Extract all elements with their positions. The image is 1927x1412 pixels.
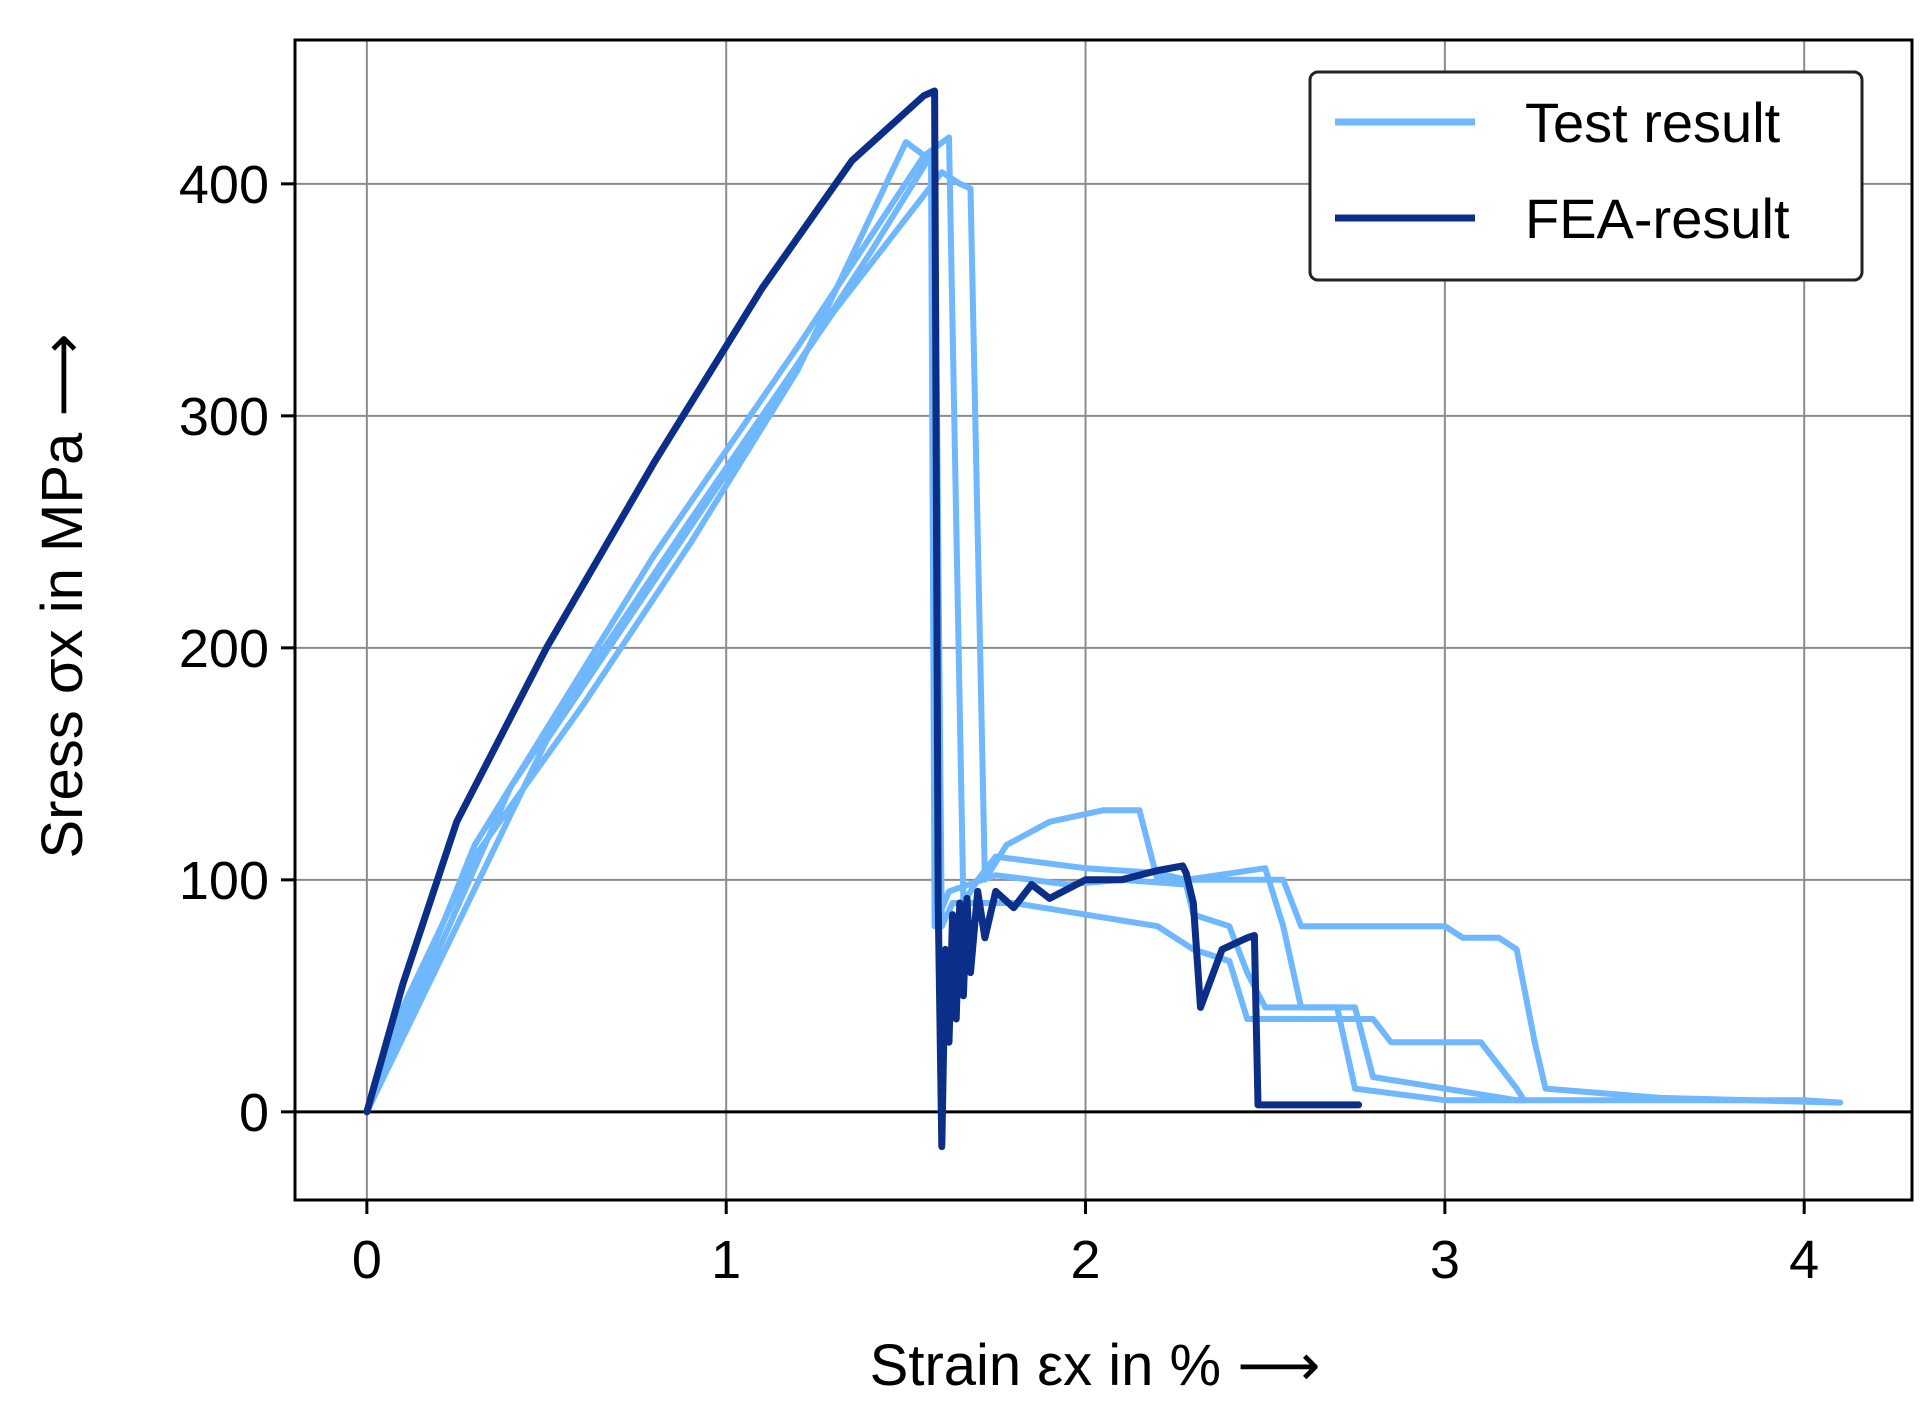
test-result-line-0 bbox=[363, 139, 1844, 1115]
test-result-line-3 bbox=[363, 146, 1527, 1115]
x-tick-labels: 0 1 2 3 4 bbox=[352, 1200, 1819, 1290]
y-tick-label: 100 bbox=[179, 851, 269, 911]
x-tick-label: 4 bbox=[1789, 1230, 1819, 1290]
plot-frame bbox=[293, 38, 1914, 1202]
y-tick-label: 200 bbox=[179, 619, 269, 679]
fea-result-line-4 bbox=[363, 87, 1363, 1151]
y-axis-label: Sress σx in MPa ⟶ bbox=[30, 333, 95, 858]
x-tick-label: 3 bbox=[1430, 1230, 1460, 1290]
y-tick-label: 0 bbox=[239, 1083, 269, 1143]
legend: Test result FEA-result bbox=[1308, 70, 1864, 282]
test-result-line-1 bbox=[363, 134, 1527, 1115]
x-tick-label: 0 bbox=[352, 1230, 382, 1290]
x-axis-label: Strain εx in % ⟶ bbox=[870, 1333, 1321, 1398]
legend-label-fea-result: FEA-result bbox=[1525, 187, 1790, 250]
y-tick-label: 400 bbox=[179, 155, 269, 215]
test-result-line-2 bbox=[363, 169, 1844, 1115]
y-tick-label: 300 bbox=[179, 387, 269, 447]
legend-label-test-result: Test result bbox=[1525, 91, 1781, 154]
series-lines bbox=[363, 87, 1844, 1151]
x-tick-label: 1 bbox=[711, 1230, 741, 1290]
y-tick-labels: 0 100 200 300 400 bbox=[179, 155, 295, 1143]
x-tick-label: 2 bbox=[1071, 1230, 1101, 1290]
